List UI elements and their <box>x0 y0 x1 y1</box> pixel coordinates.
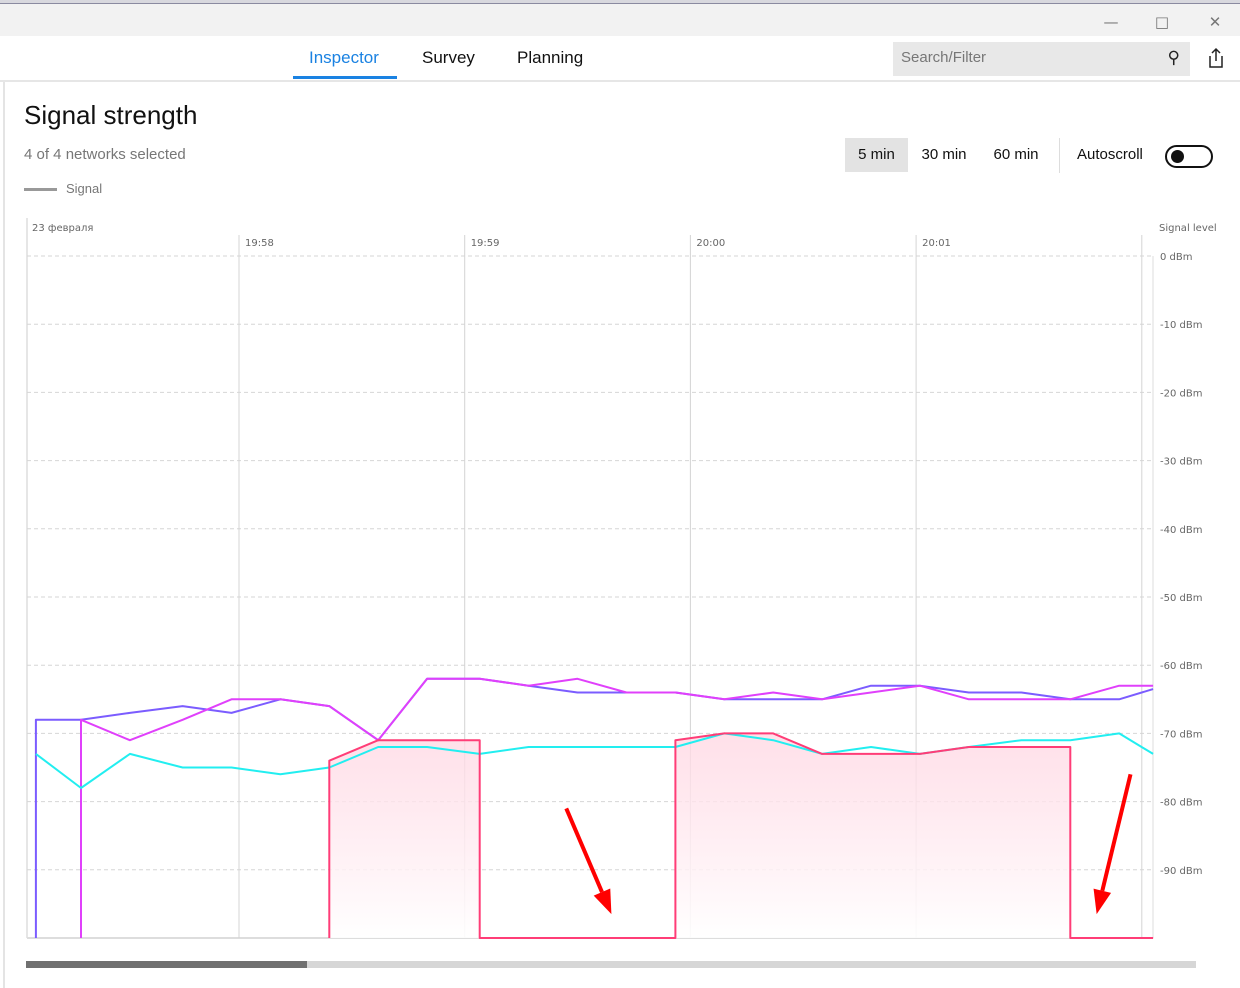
y-tick-label: -40 dBm <box>1160 525 1202 536</box>
toggle-knob <box>1171 150 1184 163</box>
y-tick-label: -60 dBm <box>1160 661 1202 672</box>
share-icon[interactable] <box>1206 46 1226 70</box>
search-icon[interactable]: ⚲ <box>1167 48 1180 68</box>
divider <box>1059 138 1060 173</box>
legend-swatch <box>24 188 57 192</box>
annotation-arrow-head-2 <box>1093 888 1112 915</box>
signal-panel <box>3 82 1240 988</box>
series-line-1 <box>34 677 1154 938</box>
autoscroll-toggle[interactable] <box>1165 145 1213 168</box>
y-tick-label: -70 dBm <box>1160 729 1202 740</box>
tab-planning[interactable]: Planning <box>517 48 584 67</box>
y-tick-label: 0 dBm <box>1160 252 1193 263</box>
y-tick-label: -10 dBm <box>1160 320 1202 331</box>
date-label: 23 февраля <box>32 223 93 234</box>
annotation-arrow-head-1 <box>593 888 612 915</box>
chart-scrollbar[interactable] <box>26 961 1196 968</box>
close-icon[interactable]: ✕ <box>1208 13 1222 31</box>
background-window-strip <box>0 0 1240 4</box>
tab-inspector[interactable]: Inspector <box>309 48 379 67</box>
y-tick-label: -90 dBm <box>1160 866 1202 877</box>
series-line-2 <box>80 677 1154 938</box>
chart-legend: Signal <box>24 181 102 196</box>
x-tick-label: 19:59 <box>471 238 500 249</box>
series-line-3 <box>35 732 1154 789</box>
annotation-arrow-shaft-2 <box>1100 773 1133 892</box>
minimize-icon[interactable]: — <box>1103 13 1119 31</box>
networks-selected-count: 4 of 4 networks selected <box>24 146 186 163</box>
annotation-arrow-shaft-1 <box>564 807 604 893</box>
x-tick-label: 20:01 <box>922 238 951 249</box>
search-input[interactable] <box>901 49 1151 66</box>
x-tick-label: 19:58 <box>245 238 274 249</box>
x-tick-label: 20:00 <box>696 238 725 249</box>
page-title: Signal strength <box>24 100 198 130</box>
y-tick-label: -30 dBm <box>1160 457 1202 468</box>
autoscroll-label: Autoscroll <box>1077 146 1143 163</box>
y-axis-title: Signal level <box>1159 223 1217 234</box>
y-tick-label: -20 dBm <box>1160 388 1202 399</box>
title-bar: — □ ✕ <box>0 4 1240 36</box>
range-30min-button[interactable]: 30 min <box>921 146 967 163</box>
scrollbar-thumb[interactable] <box>26 961 307 968</box>
nav-bar: Inspector Survey Planning ⚲ <box>0 36 1240 82</box>
active-tab-indicator <box>293 76 397 79</box>
range-5min-button[interactable]: 5 min <box>845 138 908 172</box>
range-60min-button[interactable]: 60 min <box>993 146 1039 163</box>
search-box: ⚲ <box>893 42 1190 76</box>
series-line-4 <box>328 732 1154 939</box>
y-tick-label: -80 dBm <box>1160 798 1202 809</box>
maximize-icon[interactable]: □ <box>1154 13 1170 31</box>
legend-label: Signal <box>66 181 103 196</box>
tab-survey[interactable]: Survey <box>422 48 475 67</box>
y-tick-label: -50 dBm <box>1160 593 1202 604</box>
series-fill-4 <box>329 733 1154 938</box>
